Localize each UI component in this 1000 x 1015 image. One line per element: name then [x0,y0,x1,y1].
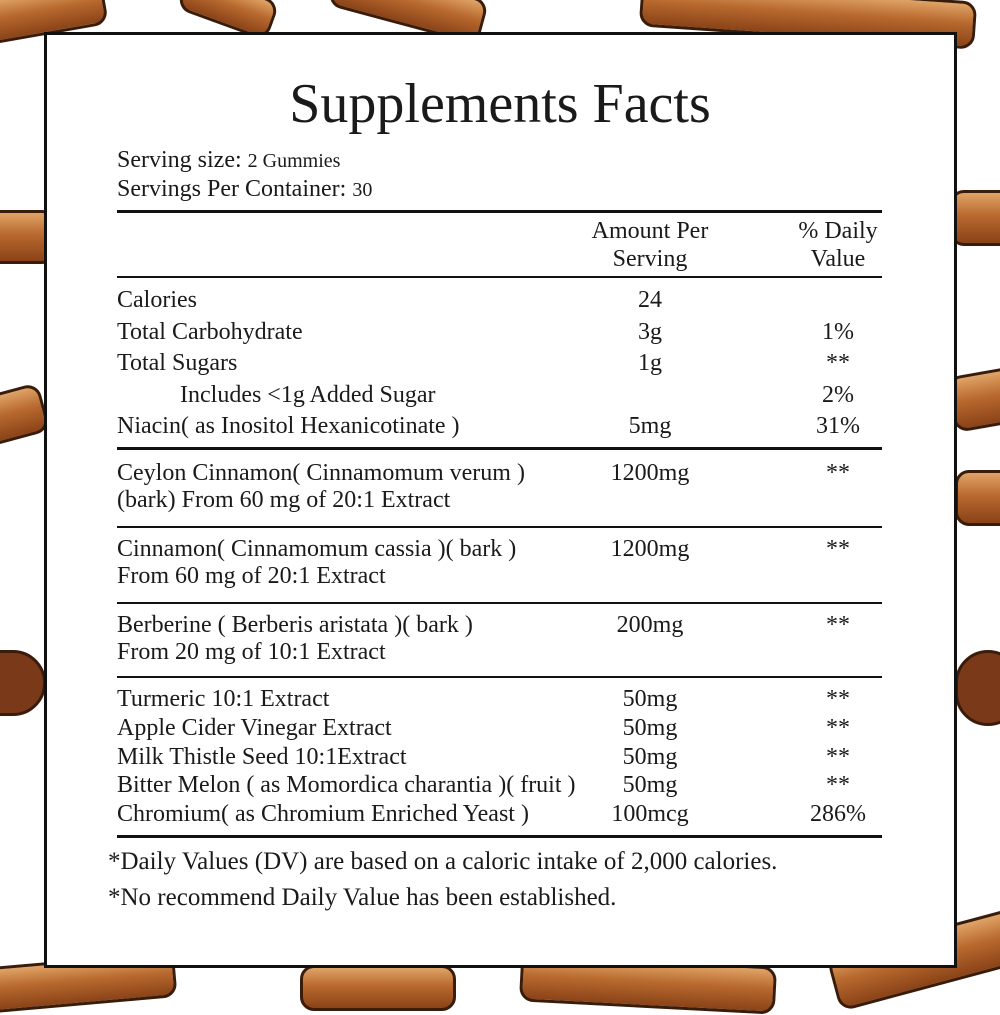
ingredient-name: Berberine ( Berberis aristata )( bark ) [117,612,473,638]
ingredient-amount: 1200mg [610,536,690,562]
ingredient-name: Cinnamon( Cinnamomum cassia )( bark ) [117,536,517,562]
nutrient-name: Includes <1g Added Sugar [180,381,436,408]
nutrient-amount: 24 [638,287,662,313]
ingredient-dv: ** [826,743,850,770]
ingredient-amount: 50mg [622,743,678,770]
divider [117,602,882,604]
divider-thick [117,447,882,450]
ingredient-name: Ceylon Cinnamon( Cinnamomum verum ) [117,460,525,486]
ingredient-dv: ** [826,460,850,486]
nutrient-dv: 2% [822,381,854,408]
ingredient-name: Turmeric 10:1 Extract [117,686,330,712]
servings-value: 30 [352,179,373,201]
footnote-dv: *Daily Values (DV) are based on a calori… [108,848,778,875]
serving-size-label: Serving size: [117,147,242,173]
ingredient-name: Apple Cider Vinegar Extract [117,714,392,741]
divider-thick [117,835,882,838]
servings-label: Servings Per Container: [117,176,347,202]
nutrient-name: Total Carbohydrate [117,318,303,345]
nutrient-name: Total Sugars [117,350,238,376]
ingredient-amount: 1200mg [610,460,690,486]
ingredient-dv: ** [826,714,850,741]
ingredient-dv: ** [826,686,850,712]
ingredient-name: Chromium( as Chromium Enriched Yeast ) [117,801,529,828]
ingredient-amount: 50mg [622,714,678,741]
nutrient-amount: 1g [638,350,662,376]
header-dv-2: Value [810,246,866,272]
nutrient-dv: 1% [822,318,854,345]
nutrient-name: Calories [117,287,197,313]
nutrient-dv: ** [826,350,850,376]
divider [117,676,882,678]
nutrient-name: Niacin( as Inositol Hexanicotinate ) [117,413,460,439]
ingredient-dv: ** [826,772,850,799]
ingredient-dv: ** [826,536,850,562]
ingredient-name: Bitter Melon ( as Momordica charantia )(… [117,772,576,799]
footnote-no-dv: *No recommend Daily Value has been estab… [108,884,617,911]
header-dv-1: % Daily [798,218,878,244]
nutrient-amount: 3g [638,318,662,345]
ingredient-amount: 50mg [622,772,678,799]
supplement-facts-panel [44,32,957,968]
header-amount-2: Serving [612,246,688,272]
serving-size-value: 2 Gummies [247,150,341,172]
ingredient-amount: 100mcg [611,801,689,828]
ingredient-amount: 200mg [616,612,684,638]
serving-size: Serving size: 2 Gummies [117,146,340,175]
nutrient-amount: 5mg [628,413,672,439]
servings-per-container: Servings Per Container: 30 [117,175,372,204]
ingredient-extract: From 20 mg of 10:1 Extract [117,639,386,665]
ingredient-extract: (bark) From 60 mg of 20:1 Extract [117,487,451,513]
divider [117,526,882,528]
ingredient-amount: 50mg [622,686,678,712]
ingredient-extract: From 60 mg of 20:1 Extract [117,563,386,589]
ingredient-dv: ** [826,612,850,638]
ingredient-dv: 286% [810,801,866,828]
divider [117,276,882,278]
page-title: Supplements Facts [289,73,711,135]
nutrient-dv: 31% [816,413,860,439]
header-amount-1: Amount Per [591,218,709,244]
ingredient-name: Milk Thistle Seed 10:1Extract [117,743,407,770]
divider-thick [117,210,882,213]
